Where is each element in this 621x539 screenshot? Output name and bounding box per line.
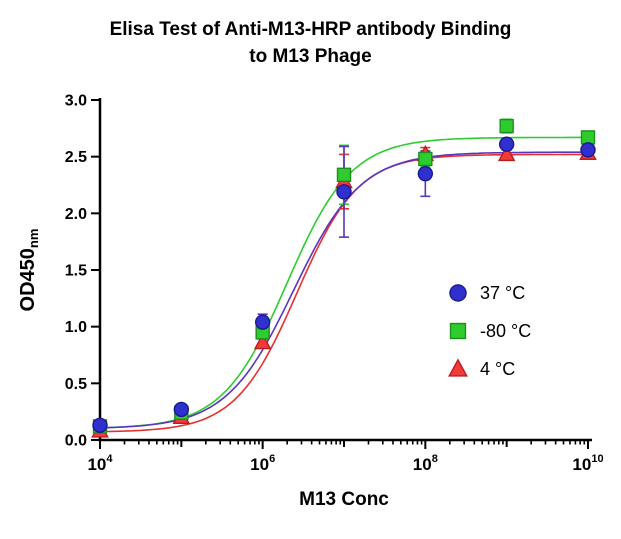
- legend-item-circle: 37 °C: [449, 283, 525, 303]
- y-tick-label: 0.5: [65, 376, 87, 393]
- error-bars: [95, 118, 593, 435]
- chart-title-line2: to M13 Phage: [249, 46, 372, 67]
- x-axis-label: M13 Conc: [299, 489, 389, 510]
- chart-title: Elisa Test of Anti-M13-HRP antibody Bind…: [0, 16, 621, 70]
- chart-title-line1: Elisa Test of Anti-M13-HRP antibody Bind…: [109, 19, 512, 40]
- y-tick-label: 3.0: [65, 93, 87, 110]
- data-points: [91, 118, 597, 438]
- legend-item-triangle: 4 °C: [448, 358, 515, 379]
- legend-label: 4 °C: [480, 359, 515, 379]
- legend-item-square: -80 °C: [449, 321, 531, 341]
- y-tick-label: 1.0: [65, 319, 87, 336]
- y-tick-label: 2.0: [65, 206, 87, 223]
- legend-label: 37 °C: [480, 283, 525, 303]
- y-tick-label: 2.5: [65, 149, 87, 166]
- legend-label: -80 °C: [480, 321, 531, 341]
- x-tick-label: 106: [250, 453, 275, 474]
- y-tick-label: 1.5: [65, 263, 87, 280]
- x-tick-label: 108: [413, 453, 438, 474]
- axes: 0.0 0.5 1.0 1.5 2.0 2.5 3.0 104 106 108 1010: [65, 93, 604, 475]
- x-tick-label: 1010: [572, 453, 603, 474]
- y-tick-label: 0.0: [65, 433, 87, 450]
- legend: 37 °C -80 °C 4 °C: [448, 283, 531, 379]
- y-axis-label: OD450nm: [17, 229, 41, 312]
- x-tick-label: 104: [87, 453, 113, 474]
- series-points-circle: [92, 136, 596, 433]
